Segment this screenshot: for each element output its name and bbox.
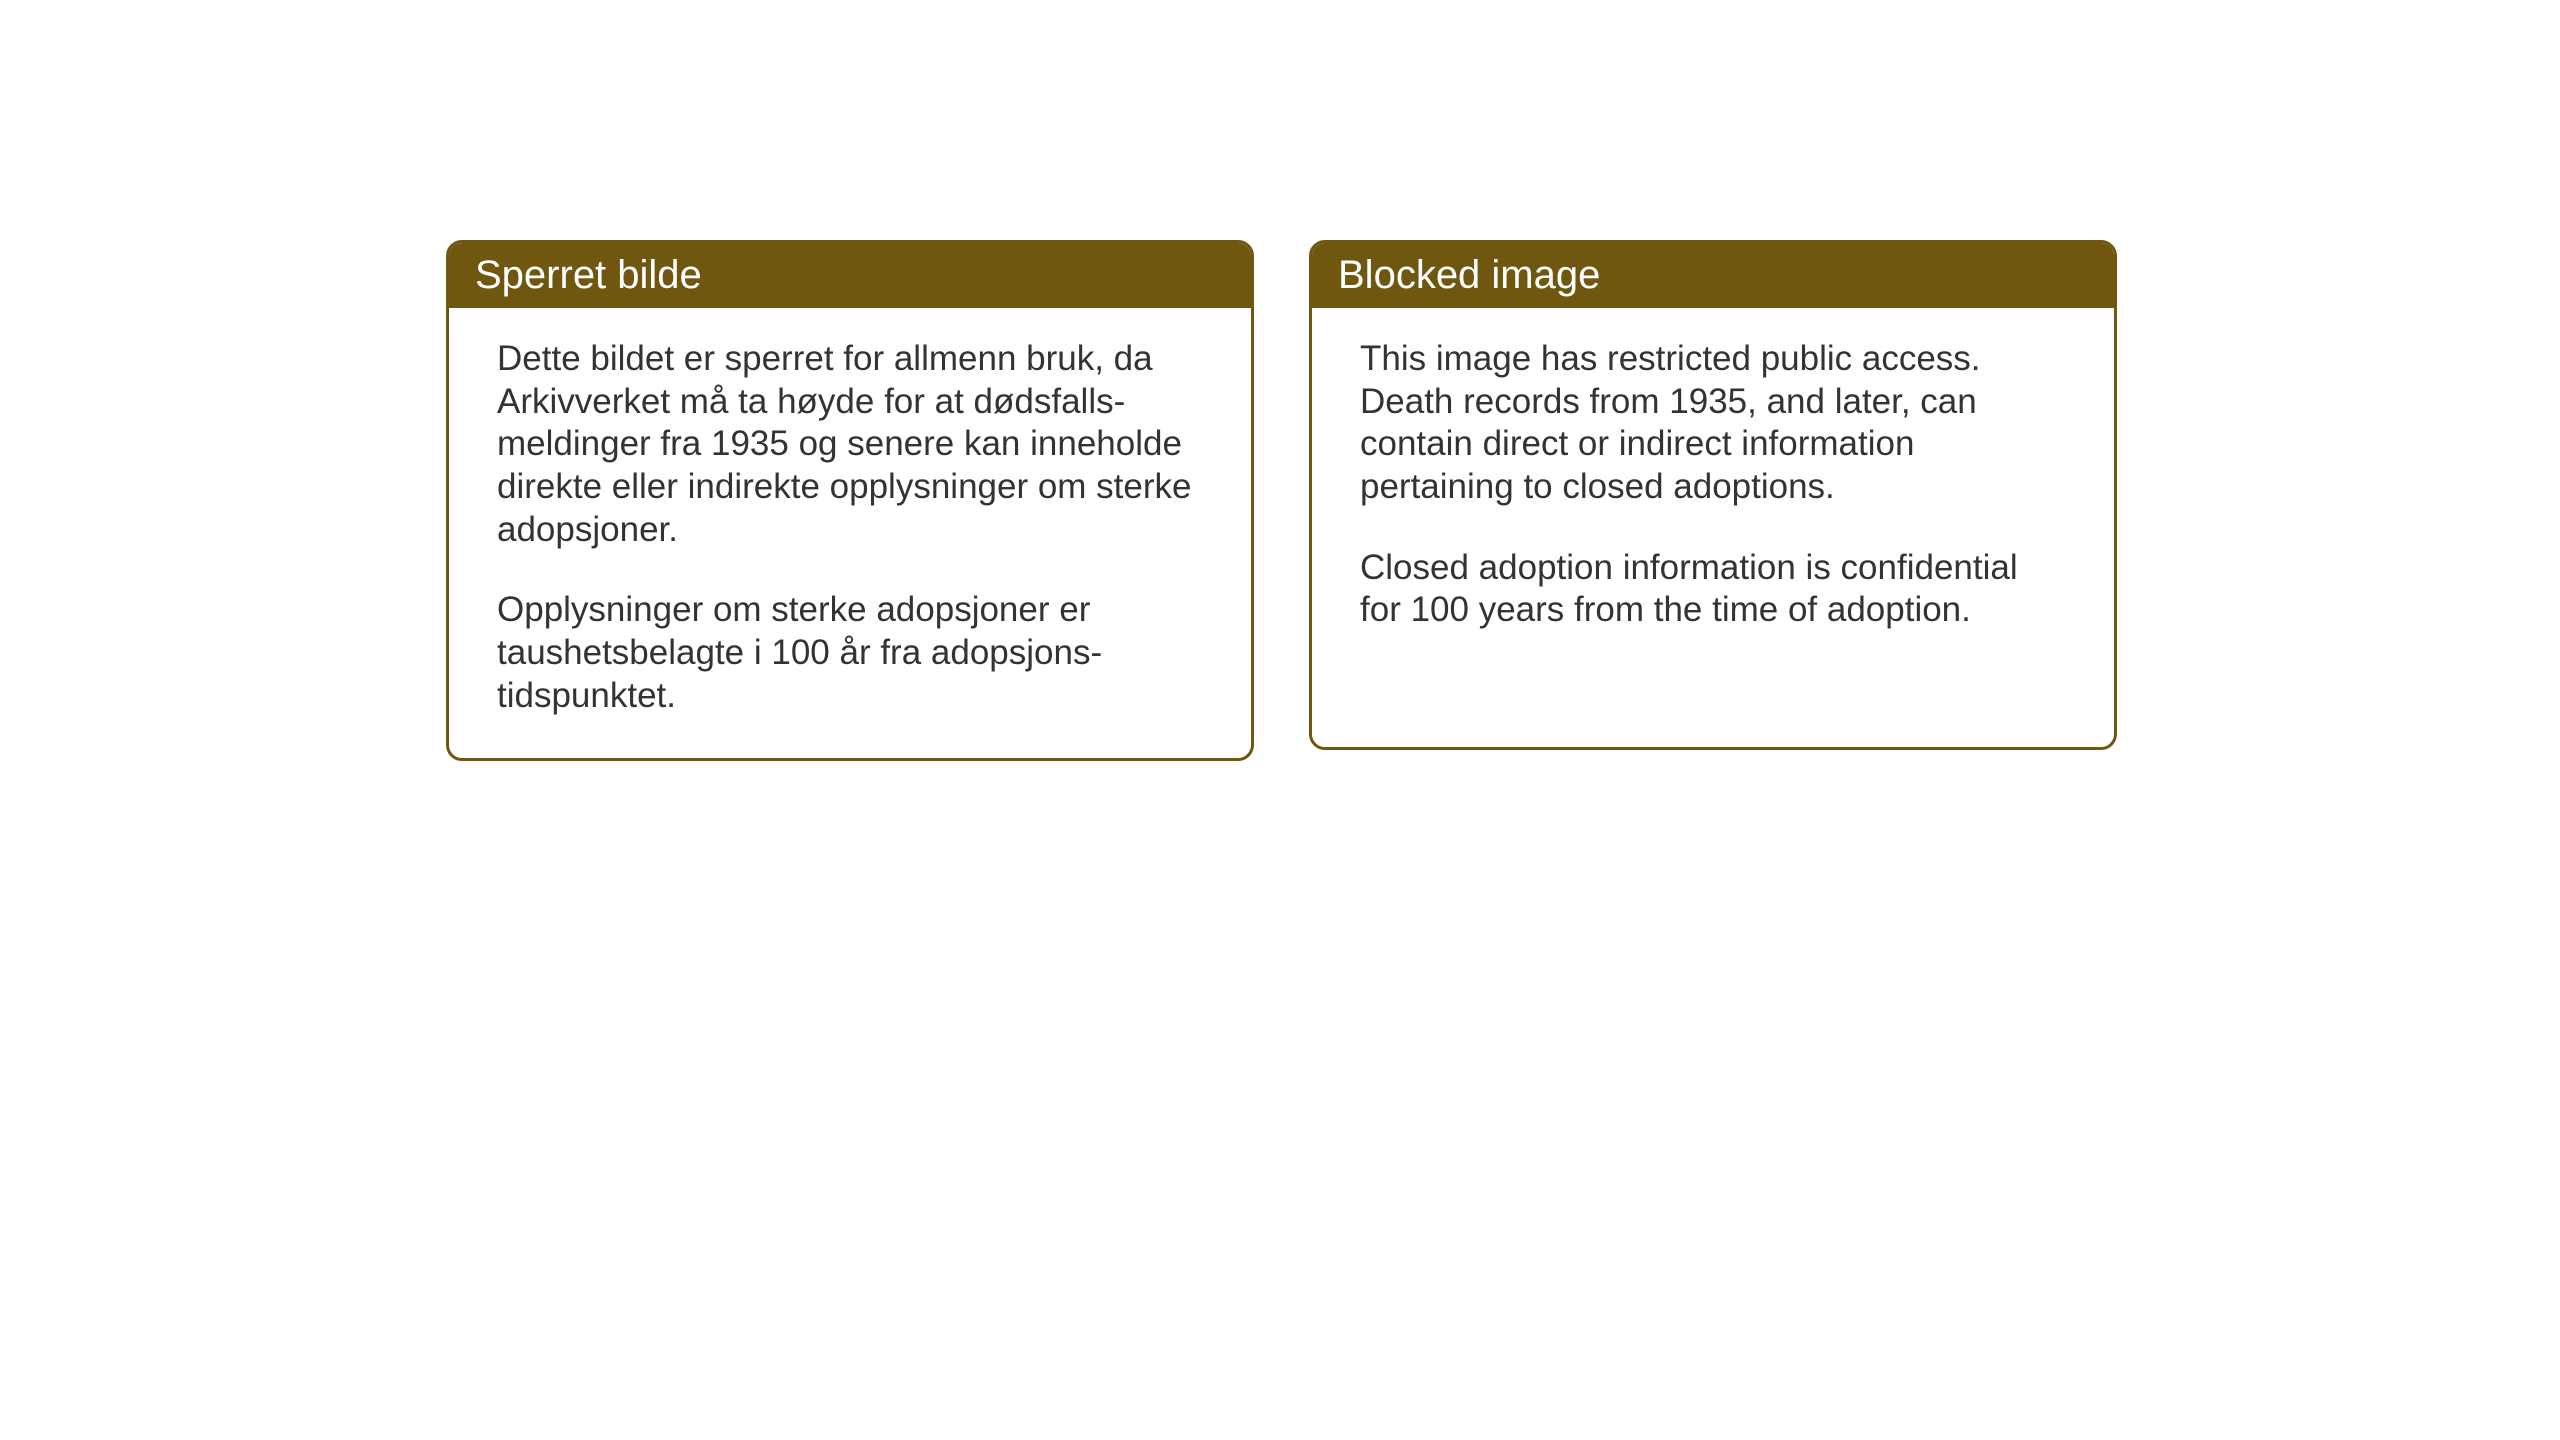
english-paragraph-2: Closed adoption information is confident… bbox=[1360, 547, 2066, 632]
english-card-body: This image has restricted public access.… bbox=[1312, 308, 2114, 672]
norwegian-card-body: Dette bildet er sperret for allmenn bruk… bbox=[449, 308, 1251, 758]
norwegian-card-header: Sperret bilde bbox=[449, 243, 1251, 308]
cards-container: Sperret bilde Dette bildet er sperret fo… bbox=[446, 240, 2117, 761]
english-card-header: Blocked image bbox=[1312, 243, 2114, 308]
norwegian-paragraph-2: Opplysninger om sterke adopsjoner er tau… bbox=[497, 589, 1203, 717]
norwegian-paragraph-1: Dette bildet er sperret for allmenn bruk… bbox=[497, 338, 1203, 551]
english-card: Blocked image This image has restricted … bbox=[1309, 240, 2117, 750]
english-paragraph-1: This image has restricted public access.… bbox=[1360, 338, 2066, 509]
norwegian-card: Sperret bilde Dette bildet er sperret fo… bbox=[446, 240, 1254, 761]
